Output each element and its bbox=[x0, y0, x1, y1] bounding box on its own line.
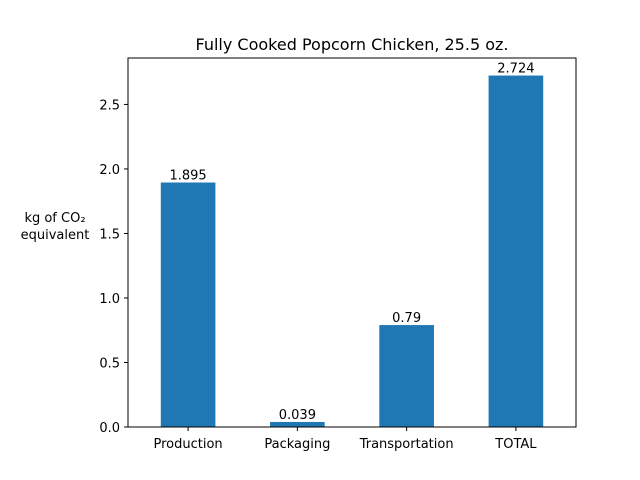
axes-frame bbox=[127, 57, 577, 428]
bar-1 bbox=[270, 421, 325, 427]
data-label-2: 0.79 bbox=[392, 311, 421, 326]
y-tick-label-0: 0.0 bbox=[99, 421, 120, 436]
x-tick-label-1: Packaging bbox=[264, 437, 330, 452]
y-tick-label-2: 1.0 bbox=[99, 292, 120, 307]
bar-2 bbox=[379, 325, 434, 427]
y-tick-label-3: 1.5 bbox=[99, 227, 120, 242]
bar-0 bbox=[160, 182, 216, 427]
y-tick-label-5: 2.5 bbox=[99, 98, 120, 113]
x-tick-label-3: TOTAL bbox=[494, 437, 537, 452]
chart-title: Fully Cooked Popcorn Chicken, 25.5 oz. bbox=[196, 35, 509, 54]
y-axis-label-line-1: kg of CO₂ bbox=[24, 211, 85, 226]
bar-3 bbox=[488, 75, 544, 428]
y-axis-label-line-2: equivalent bbox=[21, 228, 90, 243]
y-tick-label-1: 0.5 bbox=[99, 356, 120, 371]
y-tick-label-4: 2.0 bbox=[99, 163, 120, 178]
plot-area: 1.895 Production 0.039 Packaging 0.79 Transpo… bbox=[99, 57, 577, 452]
x-tick-label-2: Transportation bbox=[359, 437, 454, 452]
data-label-1: 0.039 bbox=[279, 408, 316, 423]
data-label-0: 1.895 bbox=[169, 169, 206, 184]
data-label-3: 2.724 bbox=[497, 62, 534, 77]
x-tick-label-0: Production bbox=[154, 437, 223, 452]
